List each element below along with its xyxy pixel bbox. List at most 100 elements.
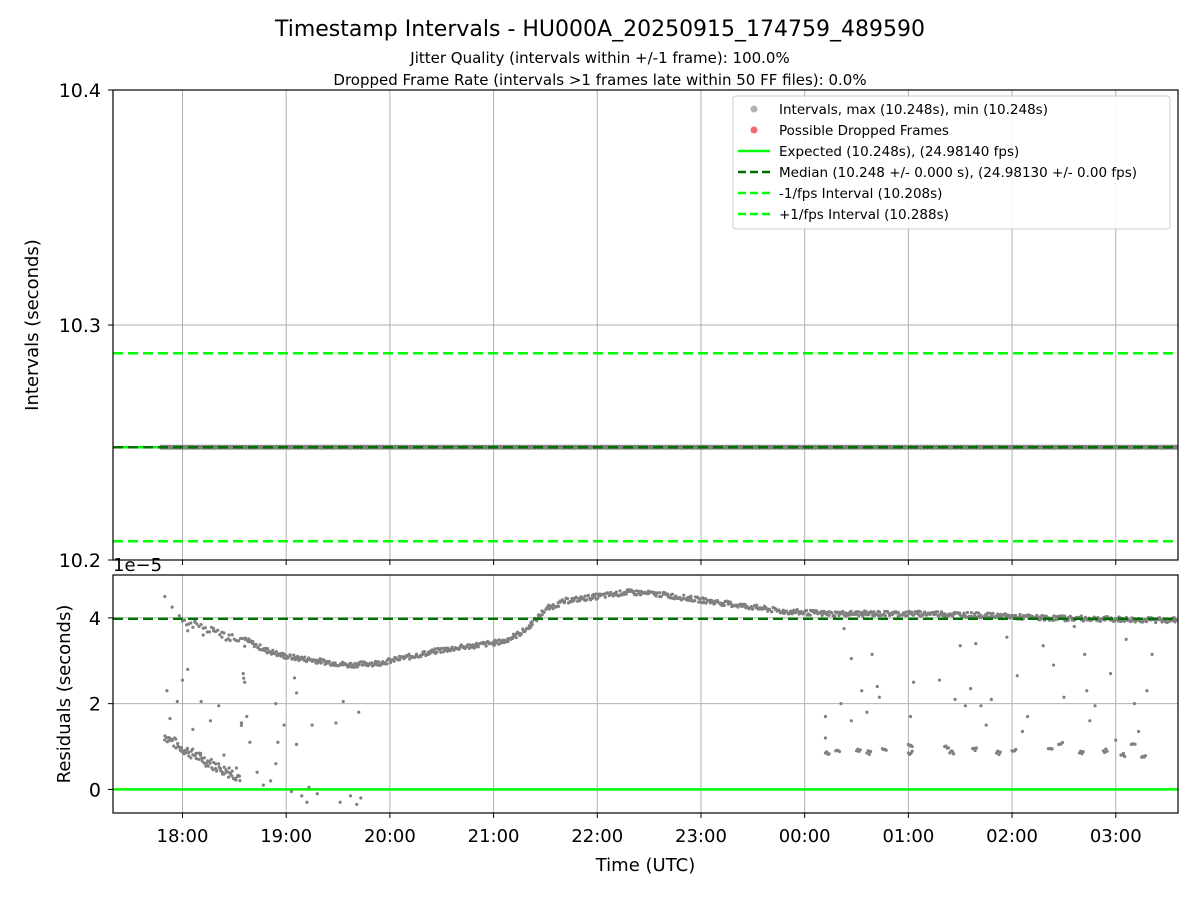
residual-point [519, 632, 523, 636]
residual-point [207, 630, 212, 634]
residual-point [211, 768, 215, 772]
residual-point [1140, 620, 1145, 624]
residual-point [511, 632, 516, 636]
residual-point [288, 653, 292, 658]
legend-box [732, 95, 1171, 230]
residual-point [688, 599, 692, 603]
residual-point [201, 633, 205, 637]
residual-point [659, 594, 663, 599]
residual-point [839, 702, 843, 706]
residual-point [185, 746, 190, 750]
x-axis-label: Time (UTC) [595, 855, 696, 876]
residual-point [842, 627, 846, 631]
residual-point [596, 596, 600, 600]
residual-point [239, 723, 243, 728]
residual-point [1079, 749, 1083, 753]
residual-point [172, 744, 176, 748]
residual-point [305, 800, 309, 804]
residual-point [603, 595, 607, 599]
residual-point [1136, 729, 1141, 734]
residual-point [194, 751, 198, 755]
residual-point [198, 753, 203, 757]
residual-point [175, 699, 179, 704]
residual-point [872, 610, 876, 614]
residual-point [704, 601, 708, 605]
residual-point [230, 633, 234, 637]
residual-point [540, 613, 544, 617]
residual-point [206, 764, 210, 768]
residual-point [315, 658, 320, 662]
residual-point [303, 655, 307, 659]
residual-point [254, 642, 258, 647]
residual-point [530, 620, 534, 624]
residual-point [222, 631, 226, 635]
residual-point [1005, 635, 1009, 639]
residual-point [327, 659, 331, 664]
residual-point [635, 589, 639, 593]
residual-point [189, 621, 193, 625]
residual-point [937, 678, 942, 682]
residual-point [197, 624, 201, 629]
residual-point [345, 663, 350, 667]
residual-point [997, 752, 1001, 757]
residual-point [1174, 618, 1178, 622]
residual-point [191, 747, 195, 751]
residual-point [936, 610, 940, 614]
residual-point [946, 746, 951, 750]
residual-point [234, 778, 238, 782]
residual-point [315, 792, 319, 796]
residual-point [370, 661, 374, 665]
legend-label: Intervals, max (10.248s), min (10.248s) [779, 102, 1048, 118]
residual-point [922, 611, 926, 615]
residual-point [849, 657, 853, 661]
residual-point [769, 610, 774, 614]
residual-point [682, 593, 686, 597]
residual-point [1041, 644, 1045, 648]
residual-point [388, 660, 393, 665]
top-y-tick-label: 10.3 [59, 315, 101, 337]
legend-label: Expected (10.248s), (24.98140 fps) [779, 144, 1019, 160]
residual-point [523, 630, 527, 634]
bottom-y-tick-label: 4 [89, 608, 101, 630]
residual-point [1123, 754, 1127, 759]
top-panel-y-ticks: 10.2 10.3 10.4 [59, 80, 113, 572]
residual-point [951, 614, 955, 618]
residual-point [228, 638, 232, 643]
residual-point [869, 749, 873, 754]
residual-point [1014, 747, 1018, 752]
residual-point [963, 704, 968, 708]
residual-point [953, 697, 957, 701]
residual-point [849, 719, 853, 723]
residual-point [269, 779, 273, 783]
residual-point [184, 751, 188, 755]
residual-point [203, 626, 207, 630]
residual-point [407, 652, 411, 656]
residual-point [245, 714, 249, 719]
residual-point [521, 627, 525, 631]
residual-point [1133, 742, 1137, 746]
residual-point [230, 774, 234, 778]
residual-point [289, 789, 293, 794]
x-tick-label: 19:00 [260, 826, 312, 847]
residual-point [529, 625, 533, 629]
residual-point [1105, 749, 1109, 753]
residual-point [530, 622, 534, 627]
residual-point [618, 589, 622, 593]
residual-point [1108, 672, 1113, 676]
residual-point [239, 721, 244, 725]
residual-point [274, 702, 278, 706]
residual-point [209, 757, 213, 762]
residual-point [551, 607, 555, 611]
top-panel-interval-points [113, 444, 1179, 450]
residual-point [1079, 614, 1083, 618]
residual-point [316, 661, 320, 665]
residual-point [685, 598, 689, 602]
residual-point [214, 762, 218, 766]
residual-point [297, 656, 301, 660]
bottom-y-tick-label: 2 [89, 694, 101, 716]
residual-point [388, 657, 392, 662]
residual-point [234, 766, 239, 770]
residual-point [951, 752, 956, 756]
residual-point [911, 680, 916, 684]
residual-point [282, 656, 286, 660]
